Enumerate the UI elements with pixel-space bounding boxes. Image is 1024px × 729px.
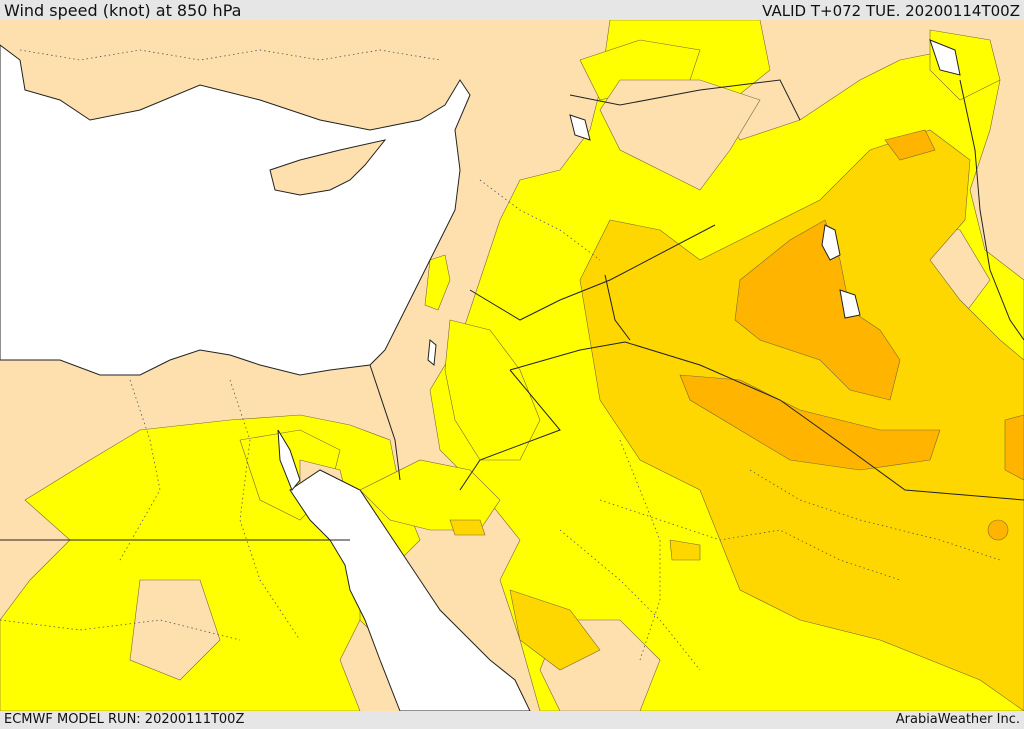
wind-band-3-east [1004,414,1024,481]
admin-line-7 [479,179,601,261]
map-title: Wind speed (knot) at 850 hPa [4,1,242,20]
wind-band-jordan [444,319,541,461]
admin-lines [0,49,1001,671]
wind-band-2-patch [669,539,701,561]
cyprus [269,139,387,196]
seas [0,39,961,711]
border-syria-iraq-south [604,274,631,341]
country-borders [0,79,1024,541]
dead-sea [427,339,437,366]
border-jordan-saudi [459,369,561,491]
valid-time: VALID T+072 TUE. 20200114T00Z [762,2,1020,20]
lake-van [929,39,961,76]
border-syria-iraq [569,79,801,121]
red-sea [289,469,531,711]
calm-patch-syria [599,79,761,191]
lake-assad [569,114,591,141]
wind-band-2-patch-2 [449,519,486,536]
wind-band-3 [679,129,1024,541]
wind-band-3-iraq [734,219,901,401]
wind-band-levant [424,254,451,311]
header-bar: Wind speed (knot) at 850 hPa VALID T+072… [0,0,1024,20]
footer-bar: ECMWF MODEL RUN: 20200111T00Z ArabiaWeat… [0,711,1024,729]
wind-band-2-saudi [509,589,601,671]
wind-speed-map [0,20,1024,711]
border-egypt-israel [369,364,401,481]
admin-line-1 [119,379,161,561]
calm-patch-egypt [129,579,221,681]
admin-line-5 [749,469,1001,561]
border-iran-iraq [959,79,1024,341]
admin-line-6 [19,49,441,61]
wind-band-3-dot [987,519,1009,541]
mediterranean-sea [0,44,471,376]
credit: ArabiaWeather Inc. [895,712,1020,727]
model-run: ECMWF MODEL RUN: 20200111T00Z [4,712,245,727]
gulf-of-suez [277,429,301,491]
border-iraq-saudi [509,341,1024,501]
lake-tharthar [821,224,841,261]
admin-line-4 [559,529,701,671]
border-syria-jordan [469,224,716,321]
wind-band-3-north [884,129,936,161]
lake-habbaniyah [839,289,861,319]
wind-band-sinai [359,459,501,531]
